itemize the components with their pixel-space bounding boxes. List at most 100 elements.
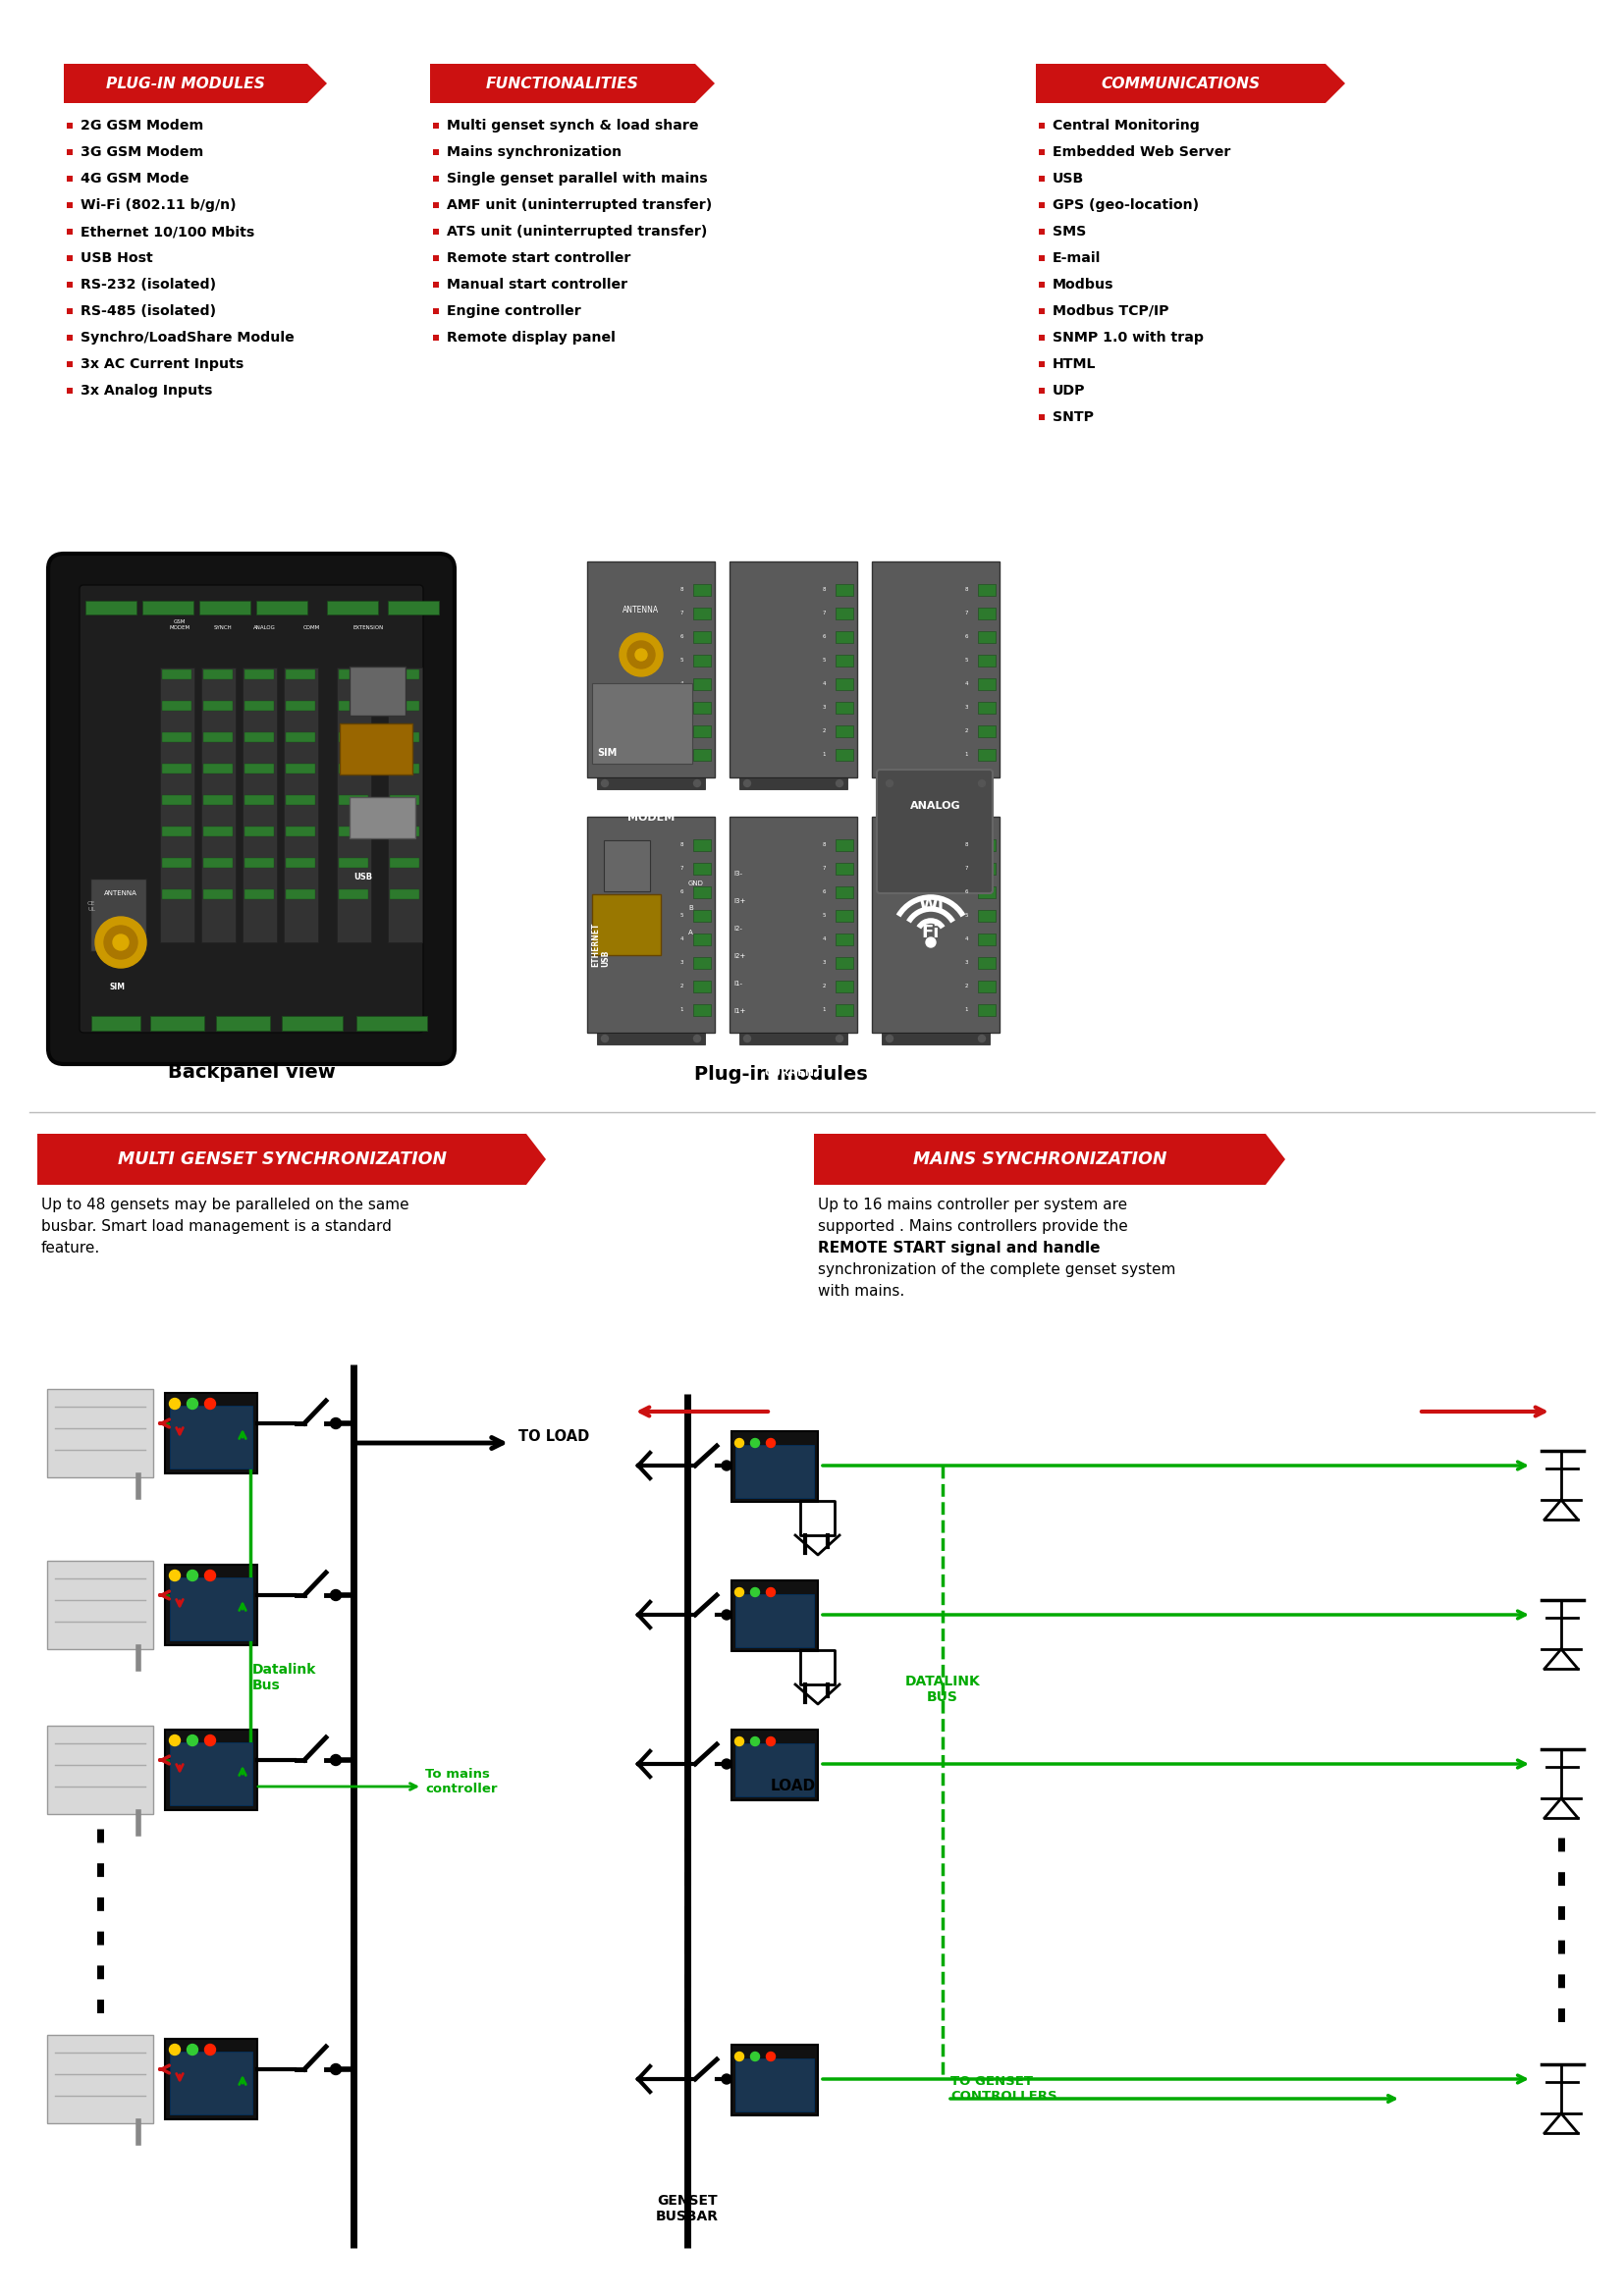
FancyBboxPatch shape [67, 282, 73, 287]
Circle shape [187, 1398, 198, 1410]
Text: Ethernet 10/100 Mbits: Ethernet 10/100 Mbits [81, 225, 255, 239]
Circle shape [750, 1589, 760, 1596]
Text: synchronization of the complete genset system: synchronization of the complete genset s… [818, 1263, 1176, 1277]
Circle shape [169, 1570, 180, 1582]
FancyBboxPatch shape [162, 765, 192, 774]
Text: SYNCH: SYNCH [773, 801, 814, 810]
FancyBboxPatch shape [67, 149, 73, 156]
FancyBboxPatch shape [339, 794, 369, 806]
Text: AC
CURRENT: AC CURRENT [765, 1056, 822, 1077]
FancyBboxPatch shape [171, 1405, 252, 1469]
FancyBboxPatch shape [877, 769, 992, 893]
FancyBboxPatch shape [286, 889, 315, 900]
FancyBboxPatch shape [1039, 413, 1044, 420]
FancyBboxPatch shape [693, 748, 711, 760]
Circle shape [887, 1035, 893, 1042]
FancyBboxPatch shape [593, 684, 692, 765]
Text: DATALINK
BUS: DATALINK BUS [905, 1674, 981, 1704]
FancyBboxPatch shape [731, 2046, 818, 2115]
Text: Remote display panel: Remote display panel [447, 331, 615, 344]
Circle shape [330, 1754, 341, 1766]
FancyBboxPatch shape [731, 1580, 818, 1651]
Circle shape [721, 1759, 731, 1768]
FancyBboxPatch shape [1039, 230, 1044, 234]
Text: GSM
MODEM: GSM MODEM [169, 620, 190, 629]
Text: GND: GND [689, 879, 703, 886]
Text: 8: 8 [680, 588, 684, 592]
FancyBboxPatch shape [693, 980, 711, 992]
FancyBboxPatch shape [286, 827, 315, 836]
FancyBboxPatch shape [171, 1577, 252, 1639]
FancyBboxPatch shape [286, 670, 315, 680]
Text: FUNCTIONALITIES: FUNCTIONALITIES [486, 76, 640, 92]
FancyBboxPatch shape [47, 2034, 153, 2124]
FancyBboxPatch shape [978, 957, 996, 969]
FancyBboxPatch shape [434, 335, 438, 340]
Text: COMM: COMM [632, 1056, 671, 1065]
FancyBboxPatch shape [161, 668, 195, 941]
FancyBboxPatch shape [736, 1743, 814, 1795]
FancyBboxPatch shape [729, 817, 857, 1033]
Text: 7: 7 [680, 611, 684, 615]
FancyBboxPatch shape [978, 886, 996, 898]
Text: UDP: UDP [1052, 383, 1085, 397]
Text: 3: 3 [822, 960, 825, 964]
Text: Manual start controller: Manual start controller [447, 278, 627, 292]
FancyBboxPatch shape [978, 980, 996, 992]
FancyBboxPatch shape [978, 863, 996, 875]
Circle shape [169, 1398, 180, 1410]
Circle shape [767, 1440, 775, 1446]
Circle shape [693, 1035, 700, 1042]
Text: Wi-Fi (802.11 b/g/n): Wi-Fi (802.11 b/g/n) [81, 197, 235, 211]
FancyBboxPatch shape [286, 859, 315, 868]
Circle shape [205, 2043, 216, 2055]
Text: B: B [689, 905, 693, 912]
FancyBboxPatch shape [286, 732, 315, 742]
FancyBboxPatch shape [67, 308, 73, 315]
FancyBboxPatch shape [80, 585, 424, 1033]
FancyBboxPatch shape [978, 631, 996, 643]
FancyBboxPatch shape [693, 654, 711, 666]
Text: HTML: HTML [1052, 358, 1096, 372]
Circle shape [205, 1398, 216, 1410]
Text: EXTENSION: EXTENSION [352, 625, 383, 629]
Text: ATS unit (uninterrupted transfer): ATS unit (uninterrupted transfer) [447, 225, 708, 239]
Circle shape [205, 1570, 216, 1582]
Circle shape [205, 1736, 216, 1745]
FancyBboxPatch shape [872, 563, 999, 778]
FancyBboxPatch shape [836, 703, 853, 714]
Text: I3+: I3+ [734, 898, 745, 905]
Text: 1: 1 [680, 1008, 684, 1013]
Text: AMF unit (uninterrupted transfer): AMF unit (uninterrupted transfer) [447, 197, 711, 211]
FancyBboxPatch shape [693, 703, 711, 714]
Text: 6: 6 [965, 891, 968, 895]
FancyBboxPatch shape [882, 778, 989, 790]
FancyBboxPatch shape [1039, 177, 1044, 181]
FancyBboxPatch shape [162, 700, 192, 712]
FancyBboxPatch shape [434, 122, 438, 129]
FancyBboxPatch shape [151, 1015, 205, 1031]
FancyBboxPatch shape [67, 360, 73, 367]
FancyBboxPatch shape [836, 654, 853, 666]
Text: Embedded Web Server: Embedded Web Server [1052, 145, 1231, 158]
Text: 7: 7 [965, 866, 968, 870]
FancyBboxPatch shape [836, 748, 853, 760]
Text: SIM: SIM [598, 748, 617, 758]
FancyBboxPatch shape [47, 1389, 153, 1476]
FancyBboxPatch shape [836, 934, 853, 946]
Text: 3x Analog Inputs: 3x Analog Inputs [81, 383, 213, 397]
Text: Remote start controller: Remote start controller [447, 250, 630, 264]
Circle shape [169, 2043, 180, 2055]
Text: Up to 48 gensets may be paralleled on the same: Up to 48 gensets may be paralleled on th… [41, 1199, 409, 1212]
FancyBboxPatch shape [67, 230, 73, 234]
Text: 5: 5 [822, 659, 825, 664]
Text: REMOTE START signal and handle: REMOTE START signal and handle [818, 1240, 1099, 1256]
Text: E-mail: E-mail [1052, 250, 1101, 264]
Text: 3: 3 [965, 705, 968, 709]
FancyBboxPatch shape [67, 335, 73, 340]
FancyBboxPatch shape [693, 840, 711, 852]
Circle shape [836, 1035, 843, 1042]
FancyBboxPatch shape [1039, 308, 1044, 315]
Text: 7: 7 [680, 866, 684, 870]
Text: Engine controller: Engine controller [447, 305, 581, 319]
